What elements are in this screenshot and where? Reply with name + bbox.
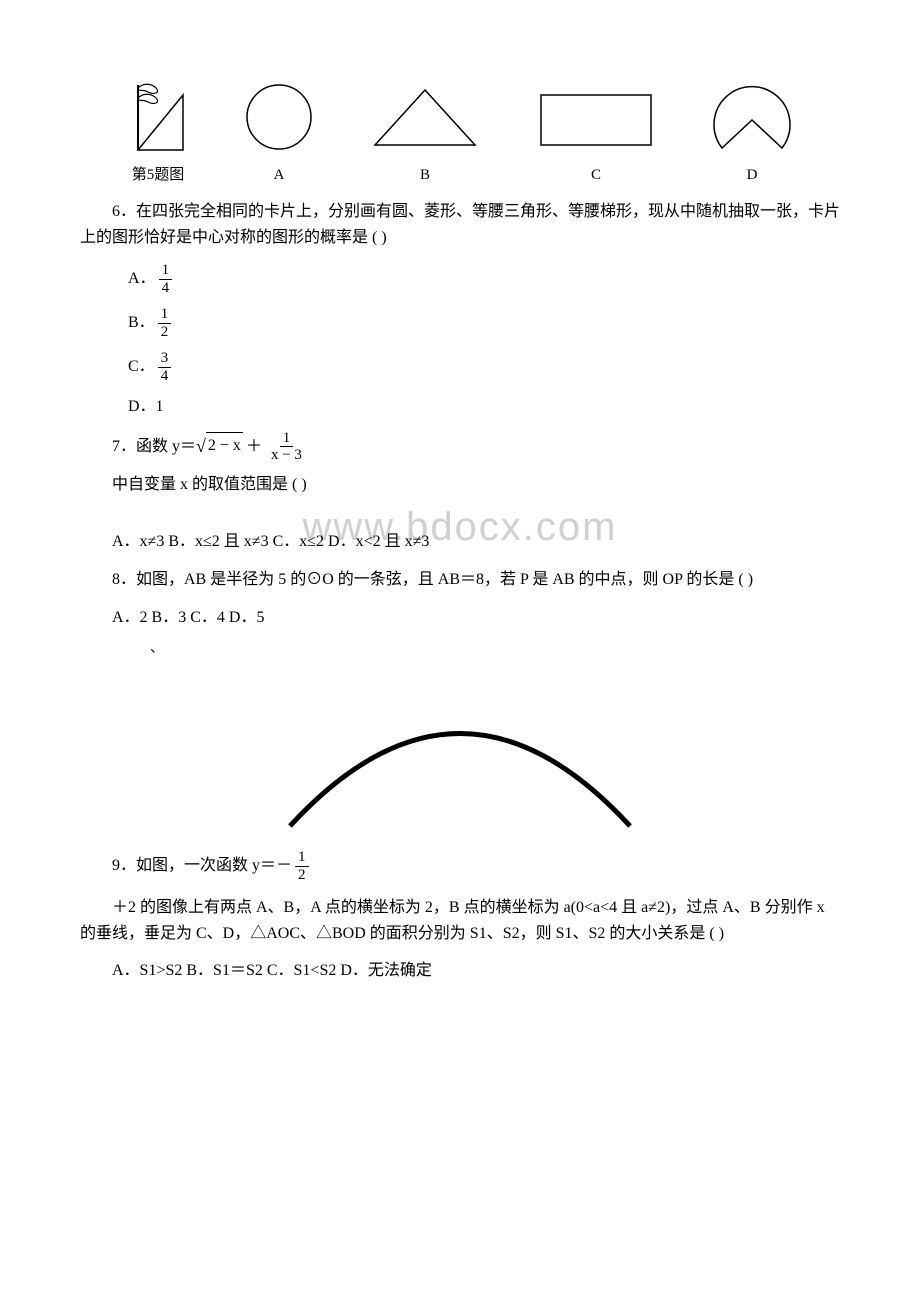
triangle-shape-icon bbox=[365, 80, 485, 155]
q7-frac2: 1 x − 3 bbox=[268, 430, 305, 464]
rectangle-shape-icon bbox=[531, 80, 661, 155]
shape-label-d: D bbox=[747, 163, 758, 187]
shape-col-c: C bbox=[531, 80, 661, 187]
q8-options: A．2 B．3 C．4 D．5 bbox=[112, 605, 840, 631]
q6-option-b: B． 1 2 bbox=[128, 306, 840, 340]
q6-option-c: C． 3 4 bbox=[128, 350, 840, 384]
q6-d-text: D．1 bbox=[128, 394, 164, 420]
q6-text: 6．在四张完全相同的卡片上，分别画有圆、菱形、等腰三角形、等腰梯形，现从中随机抽… bbox=[80, 199, 840, 250]
q9-options: A．S1>S2 B．S1＝S2 C．S1<S2 D．无法确定 bbox=[112, 958, 840, 984]
q6-a-frac: 1 4 bbox=[159, 262, 173, 296]
q7-line2: 中自变量 x 的取值范围是 ( ) bbox=[112, 472, 840, 498]
q9-prefix: 9．如图，一次函数 y＝－ bbox=[112, 853, 292, 879]
shape-label-c: C bbox=[591, 163, 601, 187]
q7-formula: √ 2 − x ＋ 1 x − 3 bbox=[196, 430, 308, 464]
q8-arc-figure bbox=[80, 691, 840, 840]
q7-prefix: 7．函数 y＝ bbox=[112, 434, 196, 460]
q7-options: A．x≠3 B．x≤2 且 x≠3 C．x≤2 D．x<2 且 x≠3 bbox=[112, 529, 840, 555]
arc-icon bbox=[250, 691, 670, 831]
q6-option-a: A． 1 4 bbox=[128, 262, 840, 296]
q9-frac: 1 2 bbox=[295, 849, 309, 883]
pacman-shape-icon bbox=[707, 80, 797, 155]
q7-line1: 7．函数 y＝ √ 2 − x ＋ 1 x − 3 bbox=[112, 430, 840, 464]
sqrt-icon: √ 2 − x bbox=[196, 432, 243, 461]
q5-shapes-row: 第5题图 A B C D bbox=[100, 80, 820, 187]
shape-label-b: B bbox=[420, 163, 430, 187]
q8-text: 8．如图，AB 是半径为 5 的⊙O 的一条弦，且 AB＝8，若 P 是 AB … bbox=[80, 567, 840, 593]
q6-c-prefix: C． bbox=[128, 354, 155, 380]
tick-mark: 、 bbox=[150, 638, 840, 660]
q6-a-prefix: A． bbox=[128, 266, 156, 292]
q6-c-frac: 3 4 bbox=[158, 350, 172, 384]
shape-col-original: 第5题图 bbox=[123, 80, 193, 187]
shape-label-a: A bbox=[274, 163, 285, 187]
shape-col-a: A bbox=[239, 80, 319, 187]
flag-shape-icon bbox=[123, 80, 193, 155]
shape-col-b: B bbox=[365, 80, 485, 187]
q6-b-frac: 1 2 bbox=[158, 306, 172, 340]
shape-label-0: 第5题图 bbox=[132, 163, 185, 187]
q9-line1: 9．如图，一次函数 y＝－ 1 2 bbox=[112, 849, 840, 883]
q6-b-prefix: B． bbox=[128, 310, 155, 336]
shape-col-d: D bbox=[707, 80, 797, 187]
circle-shape-icon bbox=[239, 80, 319, 155]
q9-line2: ＋2 的图像上有两点 A、B，A 点的横坐标为 2，B 点的横坐标为 a(0<a… bbox=[80, 895, 840, 946]
q6-option-d: D．1 bbox=[128, 394, 840, 420]
